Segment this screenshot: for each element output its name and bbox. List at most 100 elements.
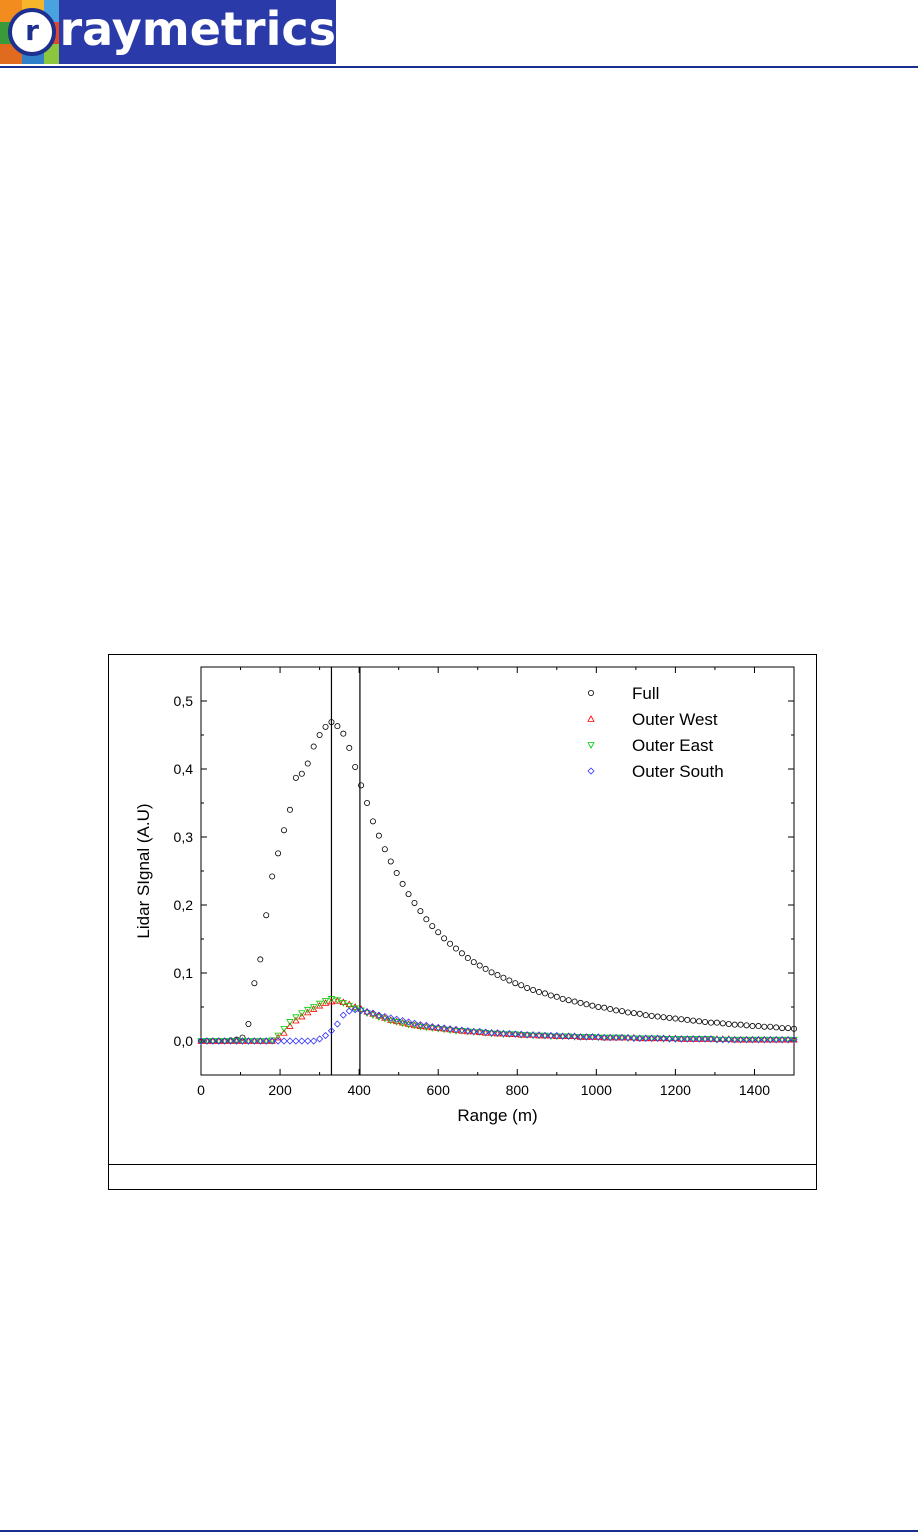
point-full xyxy=(275,850,282,857)
point-full xyxy=(565,997,572,1004)
legend-label-full: Full xyxy=(632,684,659,703)
point-full xyxy=(672,1015,679,1022)
point-outer-south xyxy=(737,1036,745,1044)
point-outer-east xyxy=(653,1035,662,1043)
figure-frame: 0 200 400 600 800 1000 1200 1400 0,0 0,1 0,2 0,3 0,4… xyxy=(108,654,817,1190)
point-full xyxy=(352,763,359,770)
point-full xyxy=(328,719,335,726)
point-outer-east xyxy=(582,1034,591,1041)
point-full xyxy=(607,1006,614,1013)
point-outer-east xyxy=(232,1038,241,1045)
point-outer-south xyxy=(268,1037,276,1045)
point-outer-south xyxy=(618,1034,626,1042)
legend-marker-outer-south xyxy=(587,767,595,775)
point-full xyxy=(589,1002,596,1009)
point-outer-east xyxy=(772,1036,780,1044)
point-outer-east xyxy=(357,1007,365,1015)
point-outer-east xyxy=(754,1036,763,1044)
point-full xyxy=(263,912,270,919)
header-rule xyxy=(0,66,918,68)
point-outer-west xyxy=(315,1001,324,1009)
point-outer-west xyxy=(321,999,330,1006)
point-outer-south xyxy=(689,1035,697,1043)
point-full xyxy=(405,891,412,898)
point-outer-south xyxy=(576,1033,585,1041)
point-outer-south xyxy=(316,1035,324,1043)
point-full xyxy=(613,1007,620,1014)
point-outer-south xyxy=(227,1037,235,1045)
point-outer-south xyxy=(488,1029,496,1037)
point-full xyxy=(322,723,329,730)
point-outer-east xyxy=(416,1023,425,1031)
point-outer-east xyxy=(244,1038,253,1045)
point-full xyxy=(281,827,288,834)
point-outer-west xyxy=(351,1003,359,1010)
x-tick-label: 1200 xyxy=(660,1082,691,1098)
point-outer-east xyxy=(250,1038,259,1045)
y-tick-label: 0,3 xyxy=(174,829,194,845)
point-outer-south xyxy=(464,1027,472,1035)
point-outer-east xyxy=(636,1035,644,1043)
point-outer-south xyxy=(244,1037,253,1045)
point-outer-south xyxy=(505,1029,513,1038)
point-outer-east xyxy=(748,1036,757,1044)
point-outer-south xyxy=(221,1037,229,1045)
legend-label-outer-east: Outer East xyxy=(632,736,714,755)
point-outer-south xyxy=(238,1037,247,1045)
legend-box xyxy=(569,677,781,820)
point-outer-south xyxy=(624,1034,632,1042)
point-outer-east xyxy=(309,1004,318,1011)
point-outer-east xyxy=(404,1021,413,1029)
legend-marker-outer-west xyxy=(587,715,595,722)
point-outer-south xyxy=(422,1021,430,1029)
x-tick-label: 1400 xyxy=(739,1082,770,1098)
point-outer-south xyxy=(594,1033,602,1041)
point-full xyxy=(375,832,382,839)
point-full xyxy=(411,899,418,906)
point-outer-south xyxy=(665,1035,674,1043)
point-full xyxy=(696,1018,703,1025)
point-outer-south xyxy=(321,1031,330,1040)
point-outer-south xyxy=(410,1019,419,1027)
point-outer-south xyxy=(760,1036,768,1044)
point-full xyxy=(257,956,264,963)
point-outer-south xyxy=(695,1035,703,1043)
legend-marker-outer-east xyxy=(587,742,595,749)
point-outer-east xyxy=(665,1036,674,1043)
point-outer-east xyxy=(683,1036,691,1043)
x-tick-label: 1000 xyxy=(581,1082,612,1098)
point-full xyxy=(624,1009,631,1016)
point-outer-east xyxy=(203,1038,211,1045)
x-tick-label: 800 xyxy=(506,1082,530,1098)
point-outer-south xyxy=(648,1034,656,1042)
point-full xyxy=(654,1013,661,1020)
legend-marker-full xyxy=(587,690,594,697)
point-outer-south xyxy=(393,1015,401,1023)
point-outer-south xyxy=(399,1017,407,1025)
point-full xyxy=(488,969,495,976)
point-outer-south xyxy=(369,1009,377,1017)
point-outer-east xyxy=(197,1038,205,1045)
point-outer-south xyxy=(612,1034,620,1042)
point-outer-south xyxy=(310,1037,318,1045)
point-outer-south xyxy=(742,1036,751,1044)
point-full xyxy=(447,940,454,947)
point-full xyxy=(512,980,519,987)
point-outer-south xyxy=(701,1035,709,1043)
point-full xyxy=(292,774,299,781)
point-full xyxy=(684,1016,691,1023)
point-outer-south xyxy=(511,1030,519,1038)
x-tick-label: 200 xyxy=(268,1082,292,1098)
point-outer-south xyxy=(375,1011,383,1019)
point-outer-east xyxy=(286,1019,294,1026)
point-outer-south xyxy=(731,1036,739,1044)
point-outer-east xyxy=(315,1000,324,1008)
point-outer-south xyxy=(606,1034,614,1042)
y-tick-label: 0,1 xyxy=(174,965,194,981)
point-outer-west xyxy=(659,1034,668,1042)
point-full xyxy=(559,995,566,1002)
point-outer-south xyxy=(476,1027,484,1036)
point-outer-south xyxy=(784,1036,792,1044)
point-full xyxy=(387,858,394,865)
point-outer-south xyxy=(250,1037,258,1045)
